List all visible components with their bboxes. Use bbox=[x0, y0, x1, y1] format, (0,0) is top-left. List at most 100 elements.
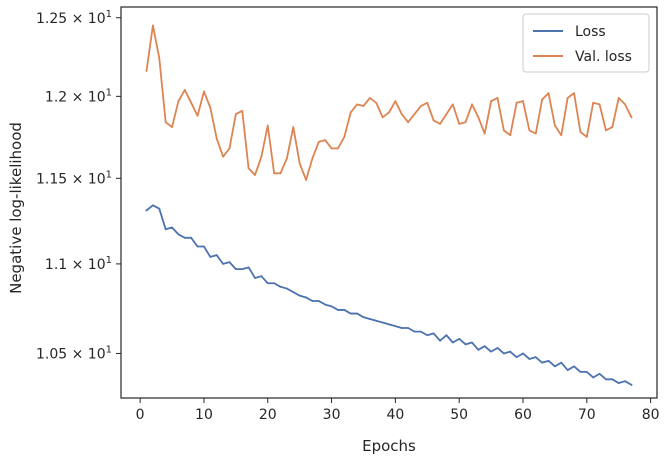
data-point-loss bbox=[266, 282, 269, 285]
data-point-loss bbox=[611, 378, 614, 381]
data-point-val-loss bbox=[605, 129, 607, 132]
x-tick-label: 10 bbox=[195, 407, 213, 423]
series-points-val-loss bbox=[145, 24, 633, 181]
data-point-val-loss bbox=[483, 132, 486, 135]
x-tick-label: 40 bbox=[386, 407, 404, 423]
data-point-loss bbox=[624, 380, 626, 383]
y-tick-label: 1.1 × 101 bbox=[45, 255, 112, 273]
data-point-val-loss bbox=[388, 111, 390, 114]
data-point-loss bbox=[215, 254, 218, 257]
data-point-loss bbox=[598, 372, 601, 375]
data-point-val-loss bbox=[554, 124, 556, 127]
data-point-val-loss bbox=[432, 119, 435, 122]
data-point-loss bbox=[592, 376, 595, 379]
data-point-loss bbox=[171, 226, 173, 229]
data-point-val-loss bbox=[196, 114, 199, 117]
data-point-val-loss bbox=[413, 113, 416, 115]
data-point-loss bbox=[439, 339, 441, 342]
data-point-loss bbox=[273, 282, 276, 285]
data-point-loss bbox=[605, 378, 607, 381]
legend-label-loss: Loss bbox=[575, 24, 606, 40]
data-point-loss bbox=[209, 256, 212, 258]
data-point-val-loss bbox=[420, 105, 422, 107]
data-point-val-loss bbox=[330, 147, 333, 150]
data-point-val-loss bbox=[522, 100, 524, 103]
data-point-loss bbox=[311, 300, 314, 302]
data-point-loss bbox=[324, 303, 327, 306]
data-point-val-loss bbox=[362, 105, 365, 107]
data-point-val-loss bbox=[611, 126, 614, 128]
data-point-val-loss bbox=[560, 134, 563, 137]
data-point-loss bbox=[203, 245, 205, 248]
data-point-loss bbox=[356, 312, 358, 315]
data-point-loss bbox=[247, 266, 250, 269]
data-point-val-loss bbox=[400, 113, 403, 115]
data-point-loss bbox=[343, 309, 346, 311]
data-point-loss bbox=[560, 361, 563, 364]
data-point-loss bbox=[196, 245, 199, 248]
data-point-val-loss bbox=[445, 113, 448, 115]
data-point-loss bbox=[566, 369, 569, 371]
data-point-loss bbox=[400, 327, 403, 329]
data-point-val-loss bbox=[534, 132, 537, 135]
data-point-loss bbox=[388, 323, 390, 326]
legend-label-val-loss: Val. loss bbox=[575, 49, 632, 65]
data-point-val-loss bbox=[394, 100, 397, 103]
series-points-loss bbox=[145, 204, 633, 386]
data-point-val-loss bbox=[592, 101, 595, 104]
data-point-val-loss bbox=[585, 136, 588, 138]
data-point-loss bbox=[490, 350, 492, 353]
data-point-loss bbox=[515, 356, 518, 359]
data-point-loss bbox=[349, 312, 352, 315]
data-point-val-loss bbox=[407, 121, 410, 124]
data-point-val-loss bbox=[349, 111, 352, 114]
data-point-val-loss bbox=[228, 147, 231, 150]
y-axis-label: Negative log-likelihood bbox=[7, 122, 25, 294]
y-tick-label: 1.05 × 101 bbox=[36, 344, 112, 362]
data-point-val-loss bbox=[292, 126, 295, 128]
data-point-val-loss bbox=[579, 131, 582, 133]
legend: Loss Val. loss bbox=[522, 13, 650, 73]
data-point-val-loss bbox=[298, 162, 301, 165]
data-point-loss bbox=[573, 365, 575, 368]
data-point-loss bbox=[471, 341, 473, 344]
data-point-loss bbox=[496, 347, 499, 349]
data-point-val-loss bbox=[241, 109, 244, 112]
data-point-loss bbox=[554, 365, 556, 368]
series-layer bbox=[145, 24, 633, 386]
data-point-val-loss bbox=[541, 98, 544, 101]
data-point-loss bbox=[337, 309, 339, 311]
data-point-loss bbox=[541, 361, 544, 364]
data-point-loss bbox=[509, 350, 512, 353]
data-point-loss bbox=[241, 268, 244, 271]
data-point-val-loss bbox=[566, 97, 569, 99]
y-tick-label: 1.25 × 101 bbox=[36, 9, 112, 27]
data-point-val-loss bbox=[439, 122, 441, 125]
data-point-val-loss bbox=[630, 116, 633, 119]
data-point-loss bbox=[228, 261, 231, 264]
data-point-val-loss bbox=[528, 129, 531, 132]
data-point-loss bbox=[547, 359, 550, 362]
data-point-val-loss bbox=[471, 103, 473, 106]
data-point-val-loss bbox=[273, 172, 276, 175]
data-point-loss bbox=[534, 356, 537, 359]
data-point-loss bbox=[362, 316, 365, 319]
data-point-val-loss bbox=[324, 139, 327, 142]
data-point-val-loss bbox=[496, 97, 499, 99]
data-point-loss bbox=[260, 275, 263, 278]
data-point-val-loss bbox=[247, 167, 250, 170]
x-tick-label: 50 bbox=[450, 407, 468, 423]
x-tick-label: 30 bbox=[323, 407, 341, 423]
data-point-val-loss bbox=[368, 97, 371, 99]
x-tick-label: 20 bbox=[259, 407, 277, 423]
data-point-loss bbox=[292, 291, 295, 294]
data-point-val-loss bbox=[598, 103, 601, 106]
data-point-val-loss bbox=[279, 172, 282, 175]
data-point-loss bbox=[381, 321, 384, 324]
data-point-val-loss bbox=[260, 155, 263, 158]
data-point-val-loss bbox=[171, 126, 173, 128]
data-point-val-loss bbox=[152, 24, 154, 27]
data-point-val-loss bbox=[451, 103, 454, 106]
x-tick-label: 70 bbox=[578, 407, 596, 423]
data-point-loss bbox=[579, 371, 582, 373]
